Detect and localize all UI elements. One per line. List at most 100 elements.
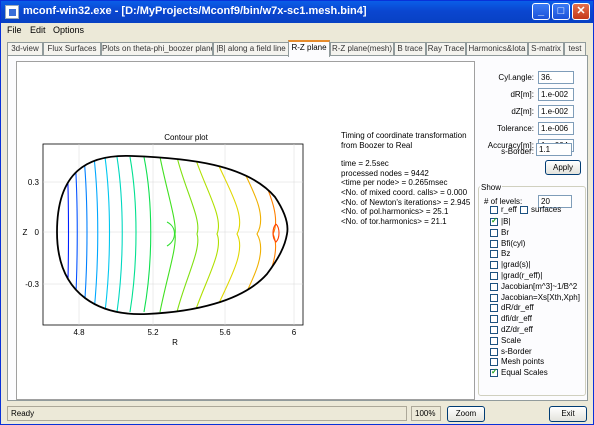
tab-flux-surfaces[interactable]: Flux Surfaces [43, 42, 101, 56]
show-dr-dr-eff-label[interactable]: dR/dr_eff [501, 303, 534, 313]
show-jacobian-xs-xth-xph-label[interactable]: Jacobian=Xs[Xth,Xph] [501, 292, 580, 302]
plot-frame [42, 143, 304, 326]
x-tick-6: 6 [292, 328, 297, 337]
x-axis-label: R [172, 338, 178, 347]
show-grad-r-eff-label[interactable]: |grad(r_eff)| [501, 271, 543, 280]
show-b-label[interactable]: |B| [501, 217, 511, 226]
info-time: time = 2.5sec [341, 159, 389, 169]
x-tick-5-6: 5.6 [219, 328, 231, 337]
show-bz-label[interactable]: Bz [501, 249, 511, 259]
show-dz-dr-eff-label[interactable]: dZ/dr_eff [501, 325, 533, 334]
menu-bar: File Edit Options [1, 23, 593, 40]
s-border-label: s-Border: [501, 147, 534, 156]
show-br-label[interactable]: Br [501, 227, 509, 237]
cyl-angle-label: Cyl.angle: [498, 73, 534, 82]
app-icon[interactable] [5, 5, 19, 19]
status-bar: Ready 100% Zoom Exit [1, 403, 593, 425]
show-s-border-checkbox[interactable] [490, 347, 498, 356]
levels-input[interactable]: 20 [538, 195, 572, 208]
tab-ray-trace[interactable]: Ray Trace [426, 42, 466, 56]
maximize-button[interactable]: □ [552, 3, 570, 20]
show-bz-checkbox[interactable] [490, 250, 498, 259]
show-dr-dr-eff-checkbox[interactable] [490, 304, 498, 313]
y-tick-0-3: 0.3 [28, 178, 40, 187]
surfaces-label[interactable]: surfaces [531, 205, 562, 214]
timing-info: Timing of coordinate transformation from… [341, 131, 470, 226]
show-jacobian-m-3-1-b-2-label[interactable]: Jacobian[m^3]~1/B^2 [501, 281, 578, 291]
show-dfi-dr-eff-label[interactable]: dfi/dr_eff [501, 314, 532, 324]
contour-lines [66, 156, 280, 313]
window-title: mconf-win32.exe - [D:/MyProjects/Mconf9/… [23, 5, 367, 17]
info-heading-1: Timing of coordinate transformation [341, 131, 467, 140]
show-mesh-points-label[interactable]: Mesh points [501, 357, 545, 367]
plot-area[interactable]: Contour plot [16, 61, 475, 400]
surfaces-checkbox[interactable] [520, 206, 528, 214]
x-tick-4-8: 4.8 [73, 328, 85, 337]
dz-label: dZ[m]: [511, 107, 534, 116]
contour-plot: Contour plot [23, 133, 304, 347]
tab-3d-view[interactable]: 3d-view [7, 42, 43, 56]
y-tick-neg-0-3: -0.3 [25, 280, 39, 289]
show-equal-scales-checkbox[interactable] [490, 367, 498, 378]
show-group-title: Show [480, 183, 503, 192]
close-button[interactable]: ✕ [572, 3, 590, 20]
exit-button[interactable]: Exit [549, 406, 587, 422]
tab-s-matrix[interactable]: S-matrix [528, 42, 564, 56]
show-s-border-label[interactable]: s-Border [501, 346, 532, 356]
y-axis-label: Z [23, 228, 28, 237]
info-time-per-node: <time per node> = 0.265msec [341, 178, 448, 188]
show-scale-checkbox[interactable] [490, 336, 498, 345]
info-tor-harmonics: <No. of tor.harmonics> = 21.1 [341, 216, 447, 226]
show-dfi-dr-eff-checkbox[interactable] [490, 315, 498, 324]
dr-input[interactable]: 1.e-002 [538, 88, 574, 101]
show-br-checkbox[interactable] [490, 228, 498, 237]
zoom-button[interactable]: Zoom [447, 406, 485, 422]
info-newton-iterations: <No. of Newton's iterations> = 2.945 [341, 197, 471, 207]
show-grad-s-checkbox[interactable] [490, 261, 498, 270]
show-equal-scales-label[interactable]: Equal Scales [501, 368, 548, 378]
r-eff-checkbox[interactable] [490, 206, 498, 214]
title-bar[interactable]: mconf-win32.exe - [D:/MyProjects/Mconf9/… [1, 1, 593, 23]
show-group [478, 186, 586, 396]
info-mixed-calls: <No. of mixed coord. calls> = 0.000 [341, 187, 468, 197]
tab-rz-plane[interactable]: R-Z plane [288, 40, 330, 57]
accuracy-label: Accuracy[m]: [487, 141, 534, 150]
info-pol-harmonics: <No. of pol.harmonics> = 25.1 [341, 207, 449, 217]
dr-label: dR[m]: [510, 90, 534, 99]
minimize-button[interactable]: _ [532, 3, 550, 20]
show-scale-label[interactable]: Scale [501, 335, 522, 345]
cyl-angle-input[interactable]: 36. [538, 71, 574, 84]
tab-test[interactable]: test [564, 42, 586, 56]
tab-b-trace[interactable]: B trace [394, 42, 426, 56]
rz-plane-panel: Contour plot [7, 55, 588, 401]
dz-input[interactable]: 1.e-002 [538, 105, 574, 118]
tolerance-label: Tolerance: [497, 124, 534, 133]
apply-button[interactable]: Apply [545, 160, 581, 175]
menu-edit[interactable]: Edit [30, 25, 46, 35]
zoom-level: 100% [411, 406, 441, 421]
show-mesh-points-checkbox[interactable] [490, 358, 498, 367]
x-tick-5-2: 5.2 [147, 328, 159, 337]
r-eff-label[interactable]: r_eff [501, 205, 517, 214]
show-bfi-cyl-label[interactable]: Bfi(cyl) [501, 238, 526, 248]
levels-label: # of levels: [484, 197, 523, 206]
plot-title: Contour plot [164, 133, 208, 142]
tolerance-input[interactable]: 1.e-006 [538, 122, 574, 135]
show-grad-r-eff-checkbox[interactable] [490, 272, 498, 280]
tab-rz-plane-mesh[interactable]: R-Z plane(mesh) [330, 42, 394, 56]
y-tick-0: 0 [35, 228, 40, 237]
plasma-boundary [56, 155, 289, 315]
s-border-input[interactable]: 1.1 [536, 143, 572, 156]
show-b-checkbox[interactable] [490, 216, 498, 226]
show-bfi-cyl-checkbox[interactable] [490, 239, 498, 248]
tab-harmonics-iota[interactable]: Harmonics&Iota [466, 42, 528, 56]
show-grad-s-label[interactable]: |grad(s)| [501, 260, 531, 270]
tab-theta-phi-plots[interactable]: Plots on theta-phi_boozer plane [101, 42, 213, 56]
show-jacobian-m-3-1-b-2-checkbox[interactable] [490, 282, 498, 291]
show-dz-dr-eff-checkbox[interactable] [490, 326, 498, 334]
menu-options[interactable]: Options [53, 25, 85, 35]
tab-b-along-field-line[interactable]: |B| along a field line [213, 42, 289, 56]
show-jacobian-xs-xth-xph-checkbox[interactable] [490, 293, 498, 302]
menu-file[interactable]: File [7, 25, 22, 35]
